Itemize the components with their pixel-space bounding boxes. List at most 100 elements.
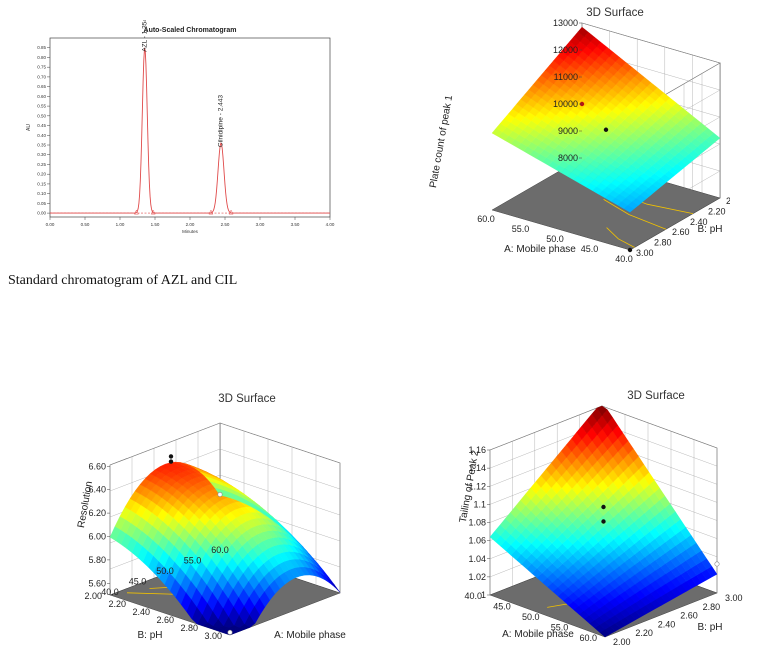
x-tick-label: 55.0 [551,623,569,633]
surface-resolution-chart: 3D Surface 5.60 5.80 6.00 6.20 6.40 6.60 Resolu… [76,393,346,641]
y-tick-label: 0.00 [37,211,46,216]
y-tick-label: 0.15 [37,181,46,186]
x-tick-label: 45.0 [493,602,511,612]
x-tick-label: 40.0 [101,587,119,597]
y-tick-label: 2.40 [658,619,676,629]
x-axis-label: A: Mobile phase [274,630,346,641]
x-tick-label: 0.50 [81,222,90,227]
y-tick-label: 2.00 [613,637,631,647]
z-axis-label: Resolution [76,480,95,528]
y-tick-label: 2.80 [703,602,721,612]
x-tick-label: 2.50 [221,222,230,227]
z-tick-label: 1.08 [468,518,486,528]
y-tick-label: 0.85 [37,45,46,50]
x-tick-label: 50.0 [156,566,174,576]
x-axis-label: A: Mobile phase [504,244,576,255]
x-tick-label: 4.00 [326,222,335,227]
peak-label: Cilnidipine - 2.443 [218,95,225,147]
y-tick-label: 0.05 [37,201,46,206]
x-tick-label: 55.0 [512,224,530,234]
x-tick-label: 50.0 [546,234,564,244]
y-tick-label: 0.20 [37,172,46,177]
x-tick-label: 0.00 [46,222,55,227]
design-point [168,459,174,464]
x-tick-label: 3.00 [256,222,265,227]
y-tick-label: 2.80 [654,238,672,248]
y-tick-label: 0.30 [37,152,46,157]
z-tick-label: 1.16 [468,445,486,455]
y-tick-label: 2.00 [84,591,102,601]
y-tick-label: 0.10 [37,191,46,196]
y-tick-label: 0.80 [37,55,46,60]
y-tick-label: 2.00 [726,196,730,206]
chart-title: Auto-Scaled Chromatogram [144,27,237,34]
y-axis-label: B: pH [697,622,722,633]
design-point [714,561,720,567]
x-tick-label: 2.00 [186,222,195,227]
z-tick-label: 5.80 [88,555,106,565]
x-tick-label: 1.50 [151,222,160,227]
chromatogram-chart: Auto-Scaled Chromatogram 0.00 0.05 0.10 0.15… [26,20,335,234]
y-tick-label: 0.70 [37,74,46,79]
z-tick-label: 1.12 [468,481,486,491]
x-tick-label: 60.0 [579,633,597,643]
y-tick-label: 2.60 [680,611,698,621]
z-tick-label: 8000 [558,153,578,163]
x-tick-label: 60.0 [211,545,229,555]
x-tick-label: 40.0 [464,591,482,601]
x-tick-label: 45.0 [129,577,147,587]
y-tick-label: 0.45 [37,123,46,128]
x-tick-label: 1.00 [116,222,125,227]
y-tick-label: 0.75 [37,65,46,70]
surface-plate-count-chart: 3D Surface 8000 9000 10000 11000 12000 13000 Pl… [428,7,730,264]
y-tick-label: 2.20 [708,206,726,216]
y-tick-label: 0.60 [37,94,46,99]
z-tick-label: 1 [481,590,486,600]
integration-marker [150,209,156,215]
z-tick-label: 6.20 [88,508,106,518]
y-tick-label: 2.40 [690,217,708,227]
design-point [168,454,174,459]
z-tick-label: 1.04 [468,554,486,564]
x-tick-label: 60.0 [477,214,495,224]
x-axis-label: Minutes [182,229,199,234]
z-tick-label: 6.40 [88,485,106,495]
plot-frame [49,37,331,218]
z-tick-label: 1.14 [468,463,486,473]
z-tick-label: 13000 [553,18,578,28]
y-tick-label: 2.40 [132,607,150,617]
surface-tailing-chart: 3D Surface 1 1.02 1.04 1.06 1.08 1.1 1.12 1.14 1.… [458,390,743,647]
y-tick-label: 0.35 [37,143,46,148]
y-tick-label: 3.00 [204,631,222,641]
y-tick-label: 0.25 [37,162,46,167]
z-tick-label: 1.02 [468,572,486,582]
design-point [603,127,609,132]
y-tick-label: 0.40 [37,133,46,138]
design-point [227,629,233,635]
design-point [601,504,606,510]
y-tick-label: 0.65 [37,84,46,89]
y-tick-label: 2.20 [635,628,653,638]
x-tick-label: 40.0 [615,254,633,264]
y-tick-label: 2.80 [180,623,198,633]
z-tick-label: 12000 [553,45,578,55]
y-tick-label: 0.50 [37,113,46,118]
y-axis-label: AU [26,124,32,131]
z-tick-label: 11000 [554,72,578,82]
z-axis-label: Plate count of peak 1 [428,94,455,189]
y-tick-label: 3.00 [725,593,743,603]
x-tick-label: 50.0 [522,612,540,622]
z-tick-label: 5.60 [88,578,106,588]
y-tick-label: 0.55 [37,104,46,109]
integration-marker [228,209,234,215]
z-tick-label: 1.06 [468,536,486,546]
design-point [601,519,606,524]
y-tick-label: 2.20 [108,599,126,609]
chromatogram-trace [50,47,330,214]
floor-contour [603,199,667,230]
wall-gridline [109,422,341,466]
x-tick-label: 45.0 [581,244,599,254]
z-tick-label: 9000 [558,126,578,136]
z-tick-label: 6.00 [88,532,106,542]
x-tick-label: 3.50 [291,222,300,227]
